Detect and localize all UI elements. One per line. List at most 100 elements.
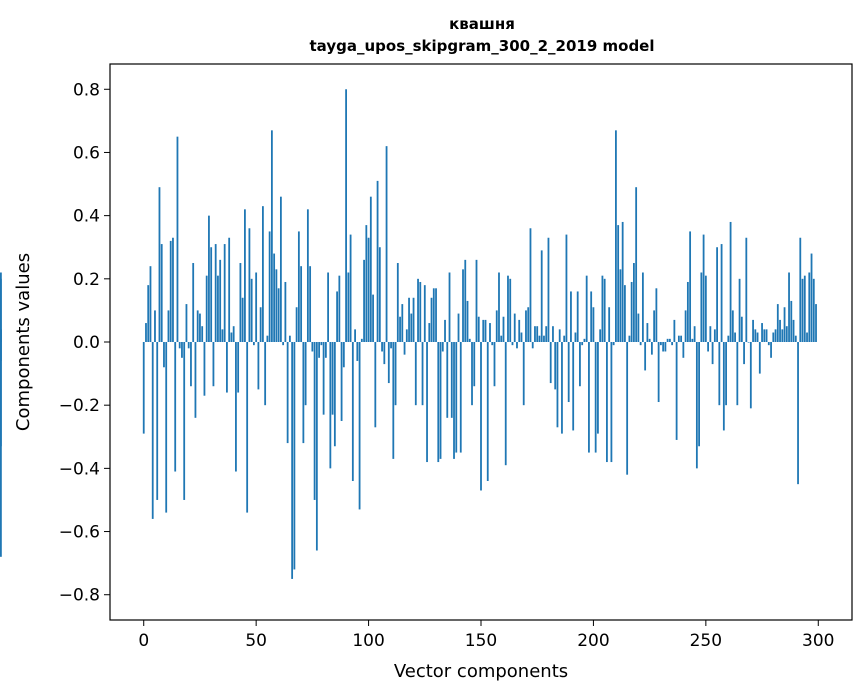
bar-39 — [230, 332, 233, 342]
bar-205 — [603, 278, 606, 342]
bar-266 — [740, 316, 743, 342]
bar-287 — [788, 272, 790, 342]
bar-64 — [286, 342, 289, 444]
bar-251 — [707, 342, 709, 352]
bar-210 — [615, 130, 617, 342]
bar-172 — [529, 228, 532, 342]
bar-264 — [736, 342, 739, 406]
bar-218 — [633, 263, 635, 342]
bar-152 — [484, 319, 487, 342]
bar-134 — [444, 319, 446, 342]
bar-66 — [291, 342, 294, 579]
bar-137 — [450, 342, 453, 418]
bar-279 — [770, 342, 772, 358]
bar-161 — [504, 342, 507, 466]
bar-41 — [235, 342, 237, 472]
bar-139 — [455, 342, 458, 453]
bar-27 — [203, 342, 206, 396]
bar-277 — [765, 329, 768, 342]
bar-203 — [599, 329, 602, 342]
bar-289 — [792, 319, 795, 342]
bar-120 — [412, 297, 415, 342]
bar-147 — [473, 342, 476, 387]
bar-197 — [585, 275, 588, 342]
bar-243 — [689, 231, 692, 342]
bar-undefined — [0, 278, 2, 342]
bar-175 — [536, 326, 539, 342]
bar-16 — [178, 342, 181, 349]
bar-238 — [677, 335, 680, 342]
bar-47 — [248, 228, 251, 342]
bar-184 — [556, 342, 559, 428]
bar-22 — [192, 263, 195, 342]
bar-191 — [572, 342, 575, 431]
bar-5 — [154, 310, 156, 342]
bar-83 — [329, 342, 332, 469]
x-tick-label: 300 — [802, 631, 834, 651]
bar-0 — [142, 342, 145, 434]
bar-123 — [419, 281, 422, 342]
bar-236 — [673, 319, 676, 342]
bar-118 — [408, 297, 410, 342]
bar-56 — [268, 231, 271, 342]
bar-128 — [430, 297, 433, 342]
bar-171 — [527, 307, 530, 342]
bar-186 — [561, 342, 563, 434]
bar-15 — [176, 136, 179, 342]
bar-190 — [570, 291, 572, 342]
bar-151 — [482, 319, 485, 342]
bar-150 — [480, 342, 482, 491]
bar-53 — [262, 206, 264, 342]
bar-85 — [333, 342, 336, 447]
bar-35 — [221, 329, 224, 342]
x-tick-label: 250 — [690, 631, 722, 651]
bar-188 — [565, 234, 568, 342]
x-tick-label: 50 — [245, 631, 267, 651]
bar-57 — [270, 130, 273, 342]
bar-52 — [259, 307, 262, 342]
bar-86 — [336, 291, 338, 342]
bar-160 — [502, 316, 505, 342]
bar-74 — [309, 266, 312, 342]
bar-96 — [358, 342, 361, 510]
bar-61 — [279, 196, 282, 342]
bar-296 — [808, 272, 811, 342]
bar-60 — [277, 288, 280, 342]
bar-59 — [275, 269, 278, 342]
bar-75 — [311, 342, 314, 352]
x-tick-label: 0 — [138, 631, 149, 651]
bar-23 — [194, 342, 197, 418]
bar-97 — [360, 338, 363, 342]
bar-6 — [156, 342, 159, 500]
bar-116 — [403, 342, 406, 355]
bar-106 — [381, 342, 383, 352]
bar-113 — [396, 263, 399, 342]
bar-69 — [297, 231, 300, 342]
bar-201 — [594, 342, 597, 453]
bar-253 — [711, 342, 714, 365]
bar-21 — [190, 342, 192, 387]
bar-117 — [405, 329, 408, 342]
bar-257 — [720, 244, 723, 342]
bar-49 — [253, 342, 255, 346]
bar-10 — [165, 342, 168, 513]
bar-89 — [342, 342, 345, 368]
bar-276 — [763, 329, 766, 342]
bar-274 — [758, 342, 761, 374]
bar-12 — [169, 240, 172, 342]
bar-231 — [662, 342, 665, 352]
bar-135 — [446, 342, 449, 418]
y-tick-label: −0.2 — [59, 396, 100, 416]
bar-293 — [801, 278, 804, 342]
bar-174 — [534, 326, 536, 342]
bar-192 — [574, 332, 577, 342]
bar-141 — [459, 342, 462, 453]
x-tick-label: 200 — [577, 631, 609, 651]
bar-252 — [709, 326, 712, 342]
bar-164 — [511, 342, 514, 346]
bar-122 — [417, 278, 419, 342]
bar-29 — [208, 215, 210, 342]
y-tick-label: 0.6 — [73, 143, 100, 163]
bar-104 — [376, 180, 379, 342]
bar-80 — [322, 342, 325, 415]
